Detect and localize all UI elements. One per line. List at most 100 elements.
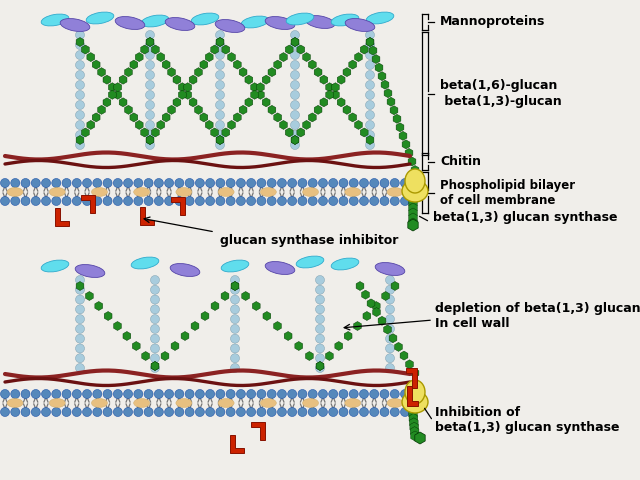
- Circle shape: [291, 91, 300, 99]
- Circle shape: [385, 344, 394, 353]
- Polygon shape: [366, 37, 374, 47]
- Polygon shape: [216, 37, 224, 47]
- Polygon shape: [234, 113, 241, 122]
- Circle shape: [236, 389, 245, 398]
- Polygon shape: [81, 128, 90, 137]
- Ellipse shape: [49, 398, 65, 408]
- Circle shape: [93, 389, 102, 398]
- Polygon shape: [406, 368, 417, 388]
- Circle shape: [316, 344, 324, 353]
- Circle shape: [339, 196, 348, 205]
- Polygon shape: [146, 37, 154, 47]
- Polygon shape: [280, 53, 287, 61]
- Circle shape: [298, 389, 307, 398]
- Polygon shape: [408, 219, 418, 231]
- Circle shape: [287, 408, 297, 417]
- Polygon shape: [410, 422, 419, 432]
- Circle shape: [42, 196, 51, 205]
- Polygon shape: [314, 68, 322, 77]
- Circle shape: [185, 196, 194, 205]
- Circle shape: [164, 389, 173, 398]
- Circle shape: [380, 179, 389, 188]
- Polygon shape: [291, 135, 299, 144]
- Polygon shape: [184, 90, 191, 99]
- Circle shape: [205, 179, 214, 188]
- Circle shape: [277, 196, 287, 205]
- Circle shape: [76, 354, 84, 363]
- Circle shape: [62, 179, 71, 188]
- Circle shape: [230, 314, 239, 324]
- Polygon shape: [372, 308, 380, 317]
- Polygon shape: [274, 60, 282, 69]
- Polygon shape: [200, 60, 208, 69]
- Circle shape: [145, 40, 154, 49]
- Circle shape: [42, 389, 51, 398]
- Polygon shape: [411, 431, 419, 441]
- Polygon shape: [195, 68, 202, 77]
- Circle shape: [83, 389, 92, 398]
- Polygon shape: [349, 113, 356, 122]
- Circle shape: [291, 131, 300, 140]
- Circle shape: [365, 91, 374, 99]
- Polygon shape: [189, 75, 197, 84]
- Circle shape: [230, 276, 239, 285]
- Circle shape: [145, 91, 154, 99]
- FancyBboxPatch shape: [0, 2, 640, 242]
- Circle shape: [349, 389, 358, 398]
- Circle shape: [72, 408, 81, 417]
- Polygon shape: [201, 312, 209, 321]
- Polygon shape: [95, 301, 102, 311]
- Circle shape: [380, 389, 389, 398]
- Polygon shape: [355, 120, 362, 130]
- Circle shape: [360, 408, 369, 417]
- Polygon shape: [104, 312, 112, 321]
- Circle shape: [134, 179, 143, 188]
- Circle shape: [267, 389, 276, 398]
- Circle shape: [316, 324, 324, 334]
- Circle shape: [316, 305, 324, 314]
- Ellipse shape: [215, 20, 245, 33]
- Polygon shape: [372, 55, 380, 63]
- Circle shape: [267, 408, 276, 417]
- Circle shape: [145, 81, 154, 89]
- Circle shape: [144, 179, 153, 188]
- Polygon shape: [228, 120, 236, 130]
- Circle shape: [62, 389, 71, 398]
- Circle shape: [236, 196, 245, 205]
- Circle shape: [291, 141, 300, 149]
- Polygon shape: [151, 361, 159, 371]
- Circle shape: [385, 354, 394, 363]
- Polygon shape: [344, 332, 352, 340]
- Polygon shape: [252, 301, 260, 311]
- Text: Chitin: Chitin: [440, 155, 481, 168]
- Polygon shape: [163, 60, 170, 69]
- Circle shape: [230, 295, 239, 304]
- Polygon shape: [326, 83, 333, 92]
- Ellipse shape: [86, 12, 114, 24]
- Polygon shape: [354, 322, 362, 331]
- Circle shape: [216, 408, 225, 417]
- Polygon shape: [157, 53, 164, 61]
- Circle shape: [76, 344, 84, 353]
- Polygon shape: [171, 341, 179, 350]
- Circle shape: [31, 179, 40, 188]
- Circle shape: [154, 389, 163, 398]
- Ellipse shape: [402, 391, 428, 413]
- Text: beta(1,3) glucan synthase: beta(1,3) glucan synthase: [433, 212, 618, 225]
- Circle shape: [76, 50, 84, 60]
- Polygon shape: [402, 140, 410, 149]
- Circle shape: [329, 389, 338, 398]
- Polygon shape: [332, 83, 339, 92]
- Polygon shape: [316, 361, 324, 371]
- Polygon shape: [399, 132, 407, 140]
- Polygon shape: [163, 113, 170, 122]
- Circle shape: [76, 141, 84, 149]
- Polygon shape: [387, 97, 395, 106]
- Circle shape: [76, 305, 84, 314]
- Text: depletion of beta(1,3) glucans
In cell wall: depletion of beta(1,3) glucans In cell w…: [435, 302, 640, 330]
- Circle shape: [390, 408, 399, 417]
- Polygon shape: [251, 83, 259, 92]
- Circle shape: [150, 305, 159, 314]
- Circle shape: [76, 91, 84, 99]
- Circle shape: [216, 71, 225, 80]
